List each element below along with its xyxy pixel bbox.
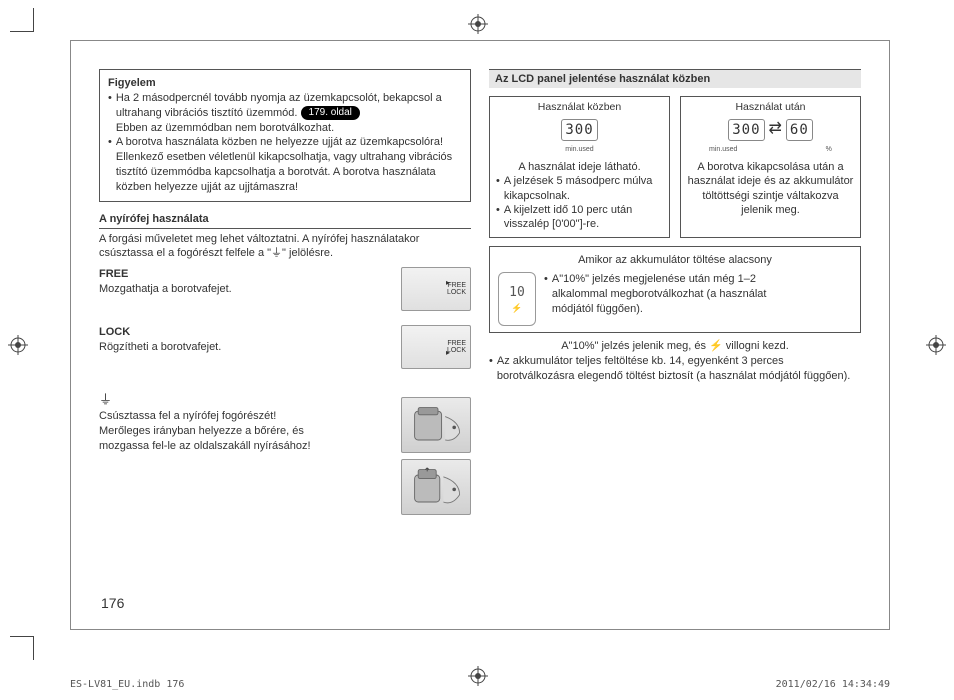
lcd-during-box: Használat közben 300 min.used A használa… xyxy=(489,96,670,238)
during-line-1: A használat ideje látható. xyxy=(496,160,663,174)
trimmer-title: A nyírófej használata xyxy=(99,212,471,229)
free-text: Mozgathatja a borotvafejet. xyxy=(99,283,232,295)
warning-bullet-1: Ha 2 másodpercnél tovább nyomja az üzemk… xyxy=(108,91,462,136)
footer-filename: ES-LV81_EU.indb 176 xyxy=(70,679,184,690)
after-text: A borotva kikapcsolása után a használat … xyxy=(687,160,854,217)
swap-arrows-icon: ⇄ xyxy=(769,119,782,140)
right-column: Az LCD panel jelentése használat közben … xyxy=(489,69,861,619)
after-digit-2: 60 xyxy=(786,119,813,141)
lcd-section-title: Az LCD panel jelentése használat közben xyxy=(489,69,861,88)
page-number: 176 xyxy=(101,595,124,611)
lcd-after-box: Használat után 300 ⇄ 60 min.used % A bor… xyxy=(680,96,861,238)
low-battery-lcd-icon: 10 ⚡ xyxy=(498,272,536,326)
free-switch-illustration: ▸ FREE LOCK xyxy=(401,267,471,311)
during-bullet-2: A kijelzett idő 10 perc után visszalép [… xyxy=(496,203,663,232)
page-ref-pill: 179. oldal xyxy=(301,106,360,120)
lowbatt-bullet-2: Az akkumulátor teljes feltöltése kb. 14,… xyxy=(489,354,861,384)
during-digit: 300 xyxy=(561,119,597,141)
during-title: Használat közben xyxy=(496,101,663,115)
lock-switch-illustration: FREE ▸ LOCK xyxy=(401,325,471,369)
page-frame: Figyelem Ha 2 másodpercnél tovább nyomja… xyxy=(70,40,890,630)
after-unit-1: min.used xyxy=(709,145,737,154)
warning-box: Figyelem Ha 2 másodpercnél tovább nyomja… xyxy=(99,69,471,202)
lowbatt-bullet-1: A"10%" jelzés megjelenése után még 1–2 a… xyxy=(544,272,778,317)
trimmer-symbol-icon: ⏚ xyxy=(99,392,112,407)
during-unit: min.used xyxy=(496,145,663,154)
trimmer-intro: A forgási műveletet meg lehet változtatn… xyxy=(99,232,471,262)
lowbatt-title: Amikor az akkumulátor töltése alacsony xyxy=(498,253,852,268)
during-bullet-1: A jelzések 5 másodperc múlva kikapcsolna… xyxy=(496,174,663,203)
slide-text: Csúsztassa fel a nyírófej fogórészét! Me… xyxy=(99,410,311,452)
shaver-illustration-1 xyxy=(401,397,471,453)
left-column: Figyelem Ha 2 másodpercnél tovább nyomja… xyxy=(99,69,471,619)
registration-mark-right xyxy=(926,335,946,355)
lock-text: Rögzítheti a borotvafejet. xyxy=(99,341,221,353)
shaver-illustration-2 xyxy=(401,459,471,515)
crop-mark-bl xyxy=(10,636,34,660)
warning-text-1a: Ha 2 másodpercnél tovább nyomja az üzemk… xyxy=(116,92,442,119)
lowbatt-line: A"10%" jelzés jelenik meg, és ⚡ villogni… xyxy=(489,339,861,354)
after-title: Használat után xyxy=(687,101,854,115)
warning-title: Figyelem xyxy=(108,76,462,91)
warning-text-2: A borotva használata közben ne helyezze … xyxy=(116,135,462,194)
lowbatt-notes: A"10%" jelzés jelenik meg, és ⚡ villogni… xyxy=(489,339,861,384)
print-footer: ES-LV81_EU.indb 176 2011/02/16 14:34:49 xyxy=(70,679,890,690)
footer-timestamp: 2011/02/16 14:34:49 xyxy=(776,679,890,690)
lcd-boxes-row: Használat közben 300 min.used A használa… xyxy=(489,96,861,238)
registration-mark-left xyxy=(8,335,28,355)
trimmer-box: A nyírófej használata A forgási művelete… xyxy=(99,212,471,516)
slide-row: ⏚ Csúsztassa fel a nyírófej fogórészét! … xyxy=(99,391,471,515)
crop-mark-tl xyxy=(10,8,34,32)
after-unit-2: % xyxy=(826,145,832,154)
low-battery-box: Amikor az akkumulátor töltése alacsony 1… xyxy=(489,246,861,333)
after-digit-1: 300 xyxy=(728,119,764,141)
content-columns: Figyelem Ha 2 másodpercnél tovább nyomja… xyxy=(71,41,889,629)
warning-bullet-2: A borotva használata közben ne helyezze … xyxy=(108,135,462,194)
free-label: FREE xyxy=(99,268,128,280)
warning-text-1b: Ebben az üzemmódban nem borotválkozhat. xyxy=(116,122,334,134)
free-row: FREE Mozgathatja a borotvafejet. ▸ FREE … xyxy=(99,267,471,311)
registration-mark-top xyxy=(468,14,488,34)
plug-icon: ⚡ xyxy=(511,302,522,314)
lock-label: LOCK xyxy=(99,326,130,338)
lock-row: LOCK Rögzítheti a borotvafejet. FREE ▸ L… xyxy=(99,325,471,369)
